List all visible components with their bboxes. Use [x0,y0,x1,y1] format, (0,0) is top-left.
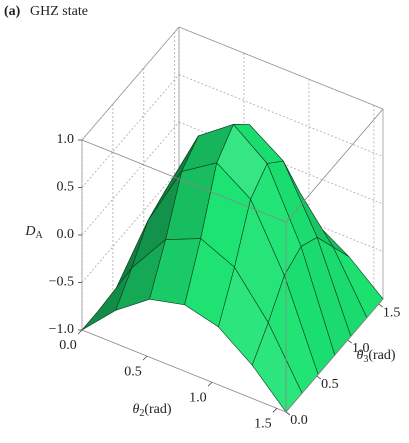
box-edge [285,108,384,223]
y-axis-label: θ3(rad) [356,348,395,365]
surface [81,123,384,413]
x-axis-label: θ2(rad) [132,402,171,419]
tick-mark [207,381,213,387]
box-edge [81,26,180,141]
y-axis-label-base: θ [356,348,363,363]
z-axis-label-sub: A [35,230,43,241]
z-axis-label-base: D [24,224,35,239]
grid-line [81,74,180,188]
y-axis-label-sub: 3 [363,354,368,365]
grid-line [81,121,180,236]
y-axis-label-unit: (rad) [368,348,396,363]
x-tick-label: 1.0 [189,390,207,405]
box-edge [81,139,287,223]
z-tick-label: 1.0 [57,132,75,147]
z-tick-label: 0.5 [57,180,75,195]
x-tick-label: 0.5 [124,364,142,379]
grid-line [81,169,180,283]
box-edge [178,26,384,110]
panel-label: (a) [4,4,21,19]
tick-mark [77,329,83,335]
tick-mark [316,375,322,380]
x-axis-label-unit: (rad) [144,402,172,417]
z-tick-label: 0.0 [57,227,75,242]
y-tick-label: 0.5 [321,377,339,392]
chart-title: GHZ state [30,4,88,19]
y-tick-label: 1.5 [383,305,401,320]
tick-mark [347,339,353,344]
tick-mark [378,303,383,308]
box-edge [285,298,384,413]
x-tick-label: 0.0 [59,338,77,353]
y-tick-label: 1.0 [352,341,370,356]
x-axis-label-base: θ [132,402,139,417]
x-axis-label-sub: 2 [139,408,144,419]
y-tick-label: 0.0 [290,413,308,428]
x-tick-label: 1.5 [254,417,272,432]
z-tick-label: −0.5 [49,275,74,290]
z-axis-label: DA [24,224,43,241]
z-tick-label: −1.0 [49,322,74,337]
tick-mark [285,411,291,416]
tick-mark [272,408,278,413]
tick-mark [142,355,148,361]
grid-line [178,74,384,157]
box-edge [81,329,287,413]
